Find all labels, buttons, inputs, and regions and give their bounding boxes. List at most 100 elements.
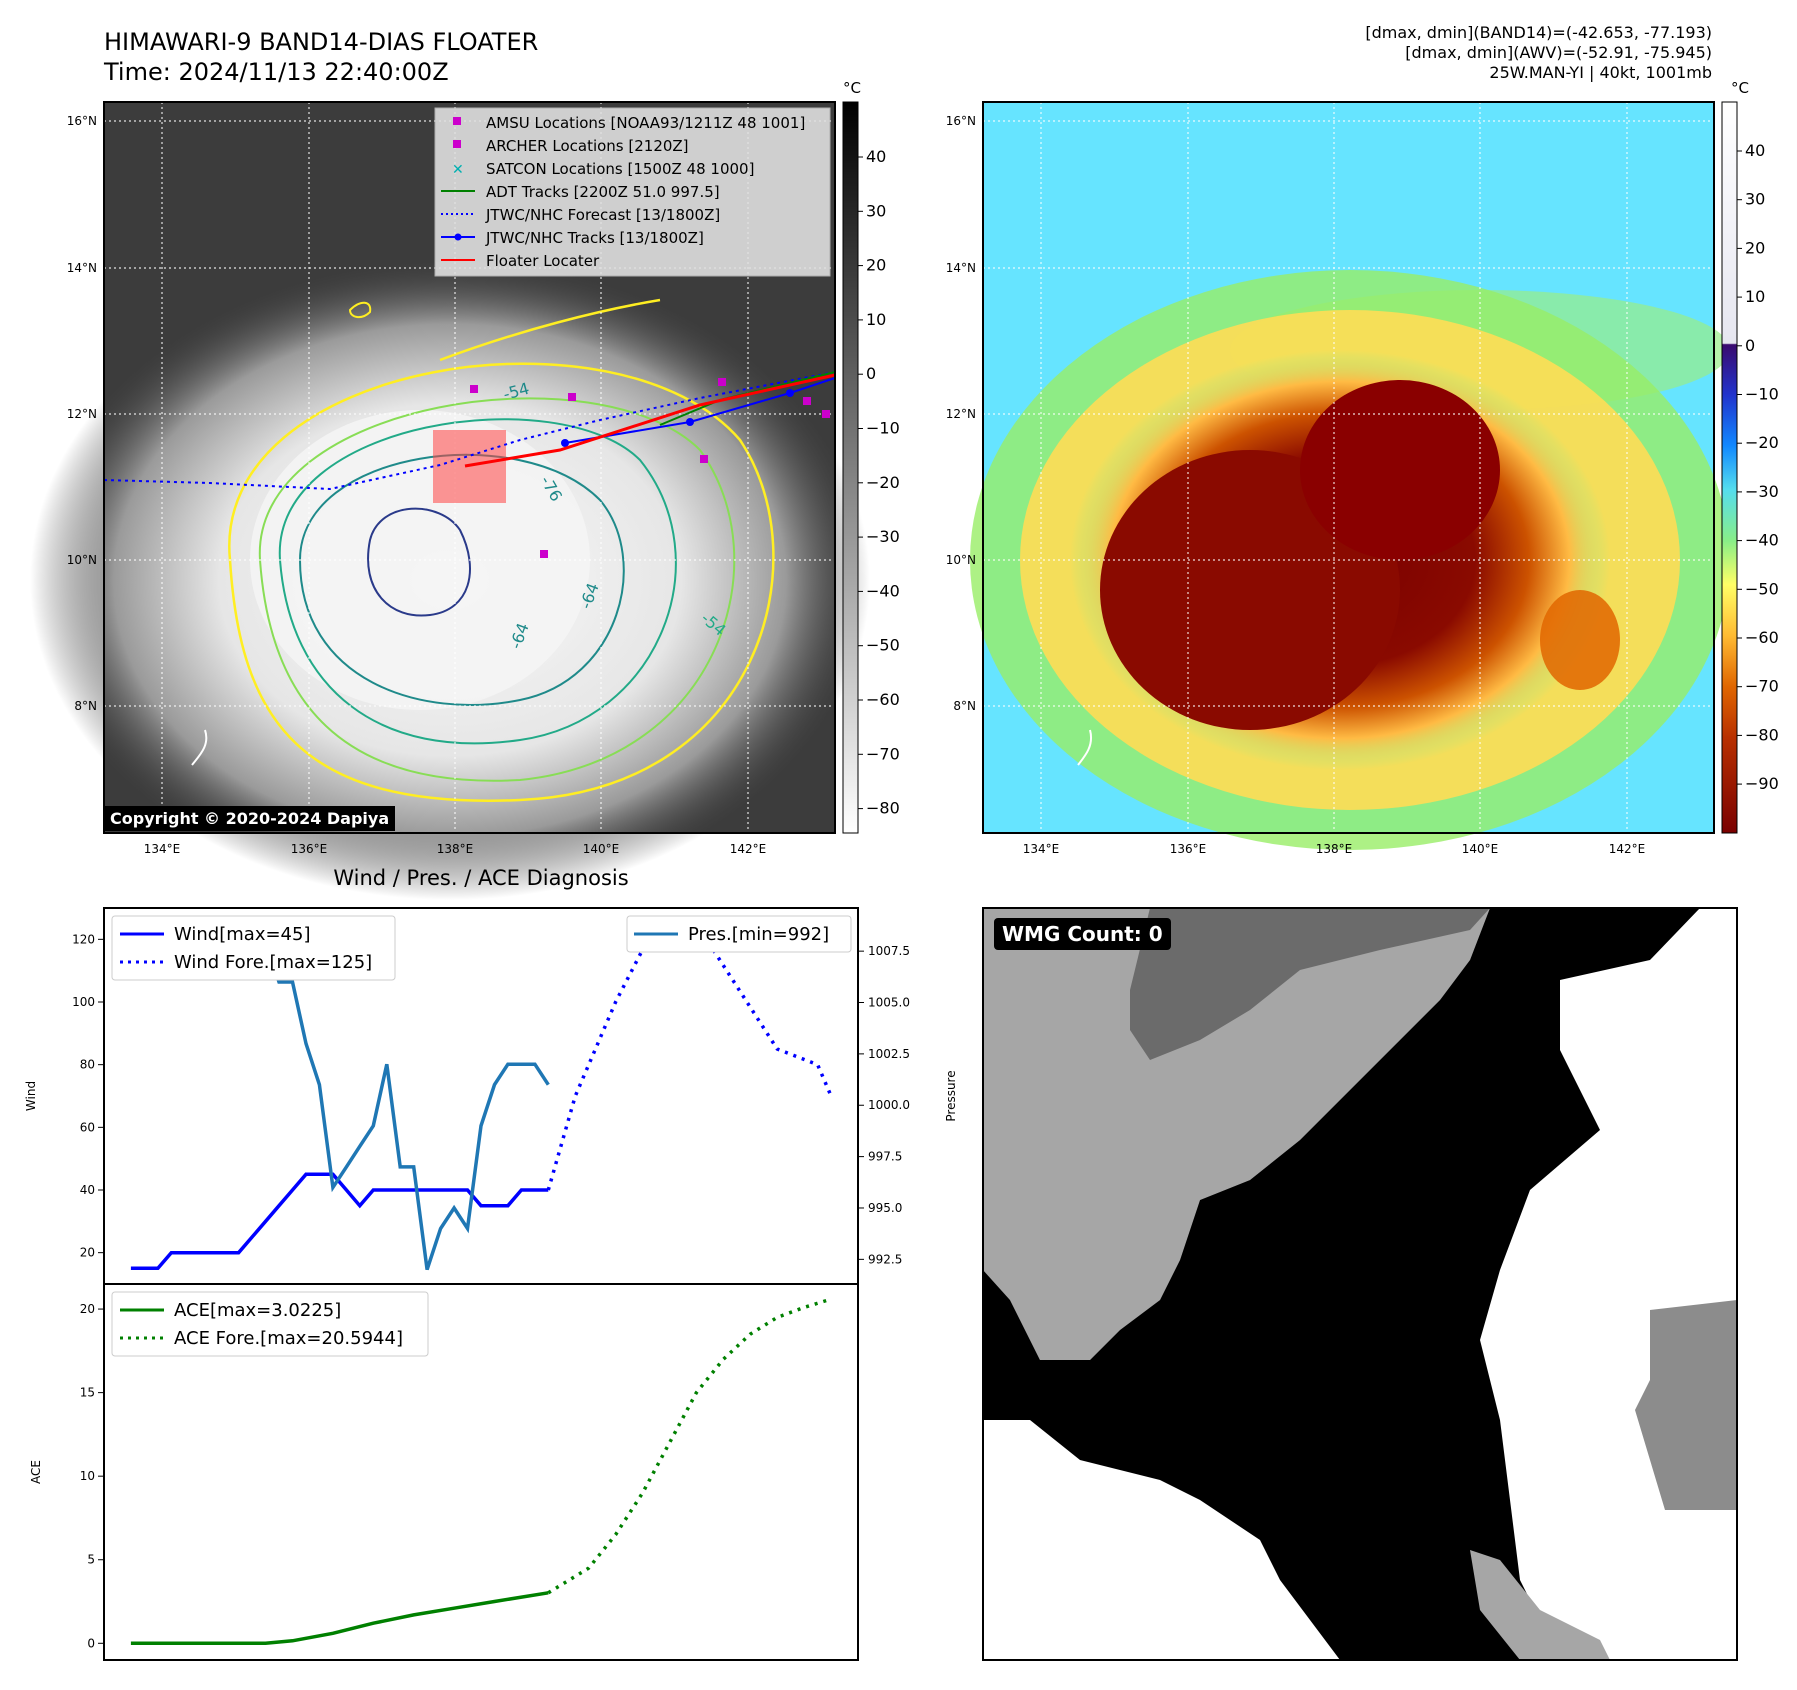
archer-location bbox=[568, 393, 576, 401]
info-line2: [dmax, dmin](AWV)=(-52.91, -75.945) bbox=[1405, 43, 1712, 62]
colorbar-tick-label: −20 bbox=[866, 473, 900, 492]
pressure-axis-label: Pressure bbox=[944, 1070, 958, 1121]
lon-label: 142°E bbox=[730, 842, 767, 856]
series-line-ace-forecast bbox=[547, 1297, 832, 1595]
left-legend: AMSU Locations [NOAA93/1211Z 48 1001] AR… bbox=[434, 107, 831, 277]
archer-location bbox=[803, 397, 811, 405]
left-colorbar: °C 40 30 20 10 0 −10 −20 −30 −40 −50 −60 −70 −80 bbox=[842, 79, 900, 834]
legend-label: ARCHER Locations [2120Z] bbox=[486, 137, 689, 155]
wmg-count-badge: WMG Count: 0 bbox=[994, 918, 1171, 950]
chart-title: Wind / Pres. / ACE Diagnosis bbox=[333, 866, 628, 890]
wind-axis-tick-label: 100 bbox=[72, 995, 95, 1009]
magenta-square-icon bbox=[453, 117, 461, 125]
legend-label: Pres.[min=992] bbox=[688, 924, 829, 945]
island-outline bbox=[1077, 729, 1092, 766]
lon-label: 134°E bbox=[1023, 842, 1060, 856]
wind-axis-tick-label: 120 bbox=[72, 932, 95, 946]
lon-label: 142°E bbox=[1609, 842, 1646, 856]
pressure-axis-tick-label: 997.5 bbox=[868, 1150, 902, 1164]
lat-label: 16°N bbox=[946, 114, 976, 128]
archer-location bbox=[540, 550, 548, 558]
archer-location bbox=[822, 410, 830, 418]
colorbar-tick-label: −40 bbox=[866, 581, 900, 600]
series-line-ace bbox=[130, 1591, 549, 1646]
colorbar-tick-label: 20 bbox=[866, 256, 886, 275]
info-line1: [dmax, dmin](BAND14)=(-42.653, -77.193) bbox=[1365, 23, 1712, 42]
ace-axis-tick-label: 5 bbox=[87, 1553, 95, 1567]
ace-axis-tick-label: 20 bbox=[80, 1302, 95, 1316]
pressure-legend: Pres.[min=992] bbox=[626, 915, 852, 953]
series-line-wind-fore bbox=[546, 921, 833, 1191]
colorbar-tick-label: 0 bbox=[866, 364, 876, 383]
lon-label: 136°E bbox=[1170, 842, 1207, 856]
ace-axis-tick-label: 0 bbox=[87, 1636, 95, 1650]
lat-label: 14°N bbox=[67, 261, 97, 275]
ace-legend: ACE[max=3.0225] ACE Fore.[max=20.5944] bbox=[111, 1291, 429, 1357]
colorbar-tick-label: −80 bbox=[1745, 725, 1779, 744]
amsu-location bbox=[470, 385, 478, 393]
colorbar-tick-label: 30 bbox=[866, 201, 886, 220]
wmg-light-gray-region bbox=[983, 908, 1490, 1360]
colorbar-tick-label: −60 bbox=[1745, 628, 1779, 647]
right-map bbox=[970, 101, 1730, 850]
ace-axis-tick-label: 15 bbox=[80, 1386, 95, 1400]
title-line1: HIMAWARI-9 BAND14-DIAS FLOATER bbox=[104, 28, 538, 56]
colorbar-tick-label: −70 bbox=[866, 744, 900, 763]
jtwc-point bbox=[786, 389, 794, 397]
magenta-square-icon bbox=[453, 140, 461, 148]
colorbar-tick-label: −30 bbox=[1745, 482, 1779, 501]
lat-label: 8°N bbox=[74, 699, 97, 713]
legend-label: Wind Fore.[max=125] bbox=[174, 952, 372, 973]
info-line3: 25W.MAN-YI | 40kt, 1001mb bbox=[1489, 63, 1712, 82]
lon-label: 134°E bbox=[144, 842, 181, 856]
colorbar-unit: °C bbox=[1731, 79, 1749, 97]
wind-axis-label: Wind bbox=[24, 1081, 38, 1111]
jtwc-track bbox=[564, 377, 836, 444]
wmg-panel bbox=[982, 907, 1738, 1661]
legend-label: Floater Locater bbox=[486, 252, 600, 270]
pressure-axis-tick-label: 1007.5 bbox=[868, 944, 910, 958]
pressure-axis-tick-label: 995.0 bbox=[868, 1201, 902, 1215]
legend-label: ACE Fore.[max=20.5944] bbox=[174, 1328, 403, 1349]
archer-location bbox=[700, 455, 708, 463]
wind-axis-tick-label: 40 bbox=[80, 1183, 95, 1197]
series-line-wind bbox=[130, 1172, 549, 1271]
colorbar-tick-label: −90 bbox=[1745, 774, 1779, 793]
lat-label: 14°N bbox=[946, 261, 976, 275]
colorbar-tick-label: 30 bbox=[1745, 190, 1765, 209]
title-line2: Time: 2024/11/13 22:40:00Z bbox=[103, 58, 449, 86]
lat-label: 10°N bbox=[946, 553, 976, 567]
lat-label: 8°N bbox=[953, 699, 976, 713]
jtwc-point bbox=[561, 439, 569, 447]
wind-axis-tick-label: 20 bbox=[80, 1246, 95, 1260]
lon-label: 138°E bbox=[437, 842, 474, 856]
wind-axis-tick-label: 60 bbox=[80, 1120, 95, 1134]
cyan-x-icon: ✕ bbox=[452, 162, 464, 178]
colorbar-tick-label: −30 bbox=[866, 527, 900, 546]
legend-label: Wind[max=45] bbox=[174, 924, 311, 945]
legend-label: ACE[max=3.0225] bbox=[174, 1300, 341, 1321]
right-axis-labels: 16°N 14°N 12°N 10°N 8°N 134°E 136°E 138°… bbox=[946, 114, 1646, 856]
copyright-badge: Copyright © 2020-2024 Dapiya bbox=[104, 806, 396, 831]
wmg-dark-gray-region bbox=[1130, 908, 1490, 1060]
archer-location bbox=[718, 378, 726, 386]
ace-axis-label: ACE bbox=[29, 1460, 43, 1484]
colorbar-tick-label: −80 bbox=[866, 799, 900, 818]
legend-label: AMSU Locations [NOAA93/1211Z 48 1001] bbox=[486, 114, 805, 132]
legend-label: SATCON Locations [1500Z 48 1000] bbox=[486, 160, 754, 178]
pressure-axis-tick-label: 1000.0 bbox=[868, 1098, 910, 1112]
forecast-track bbox=[103, 371, 836, 491]
lat-label: 12°N bbox=[946, 407, 976, 421]
lon-label: 140°E bbox=[583, 842, 620, 856]
colorbar-tick-label: −20 bbox=[1745, 433, 1779, 452]
wind-legend: Wind[max=45] Wind Fore.[max=125] bbox=[111, 915, 396, 981]
colorbar-tick-label: −50 bbox=[866, 636, 900, 655]
right-colorbar: °C 40 30 20 10 0 −10 −20 −30 −40 −50 −60 −70 −80 −90 bbox=[1721, 79, 1779, 834]
colorbar-tick-label: −10 bbox=[1745, 385, 1779, 404]
colorbar-tick-label: 20 bbox=[1745, 238, 1765, 257]
colorbar-tick-label: −70 bbox=[1745, 677, 1779, 696]
legend-label: JTWC/NHC Tracks [13/1800Z] bbox=[485, 229, 704, 247]
colorbar-tick-label: −60 bbox=[866, 690, 900, 709]
lon-label: 138°E bbox=[1316, 842, 1353, 856]
